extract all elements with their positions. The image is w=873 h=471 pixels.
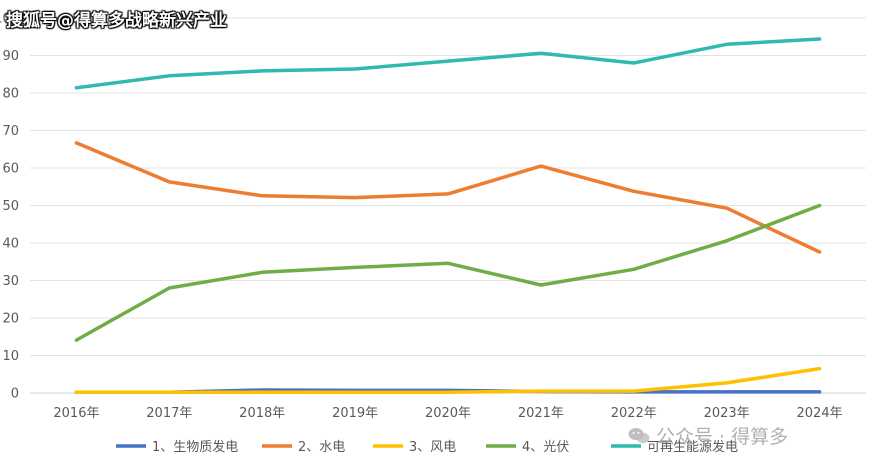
y-tick-label: 40 <box>2 237 19 252</box>
account-watermark: 公众号 · 得算多 <box>628 422 788 449</box>
wechat-icon <box>628 427 650 443</box>
legend: 1、生物质发电 2、水电 3、风电 4、光伏 可再生能源发电 <box>116 439 738 455</box>
x-axis-ticks: 2016年 2017年 2018年 2019年 2020年 2021年 2022年 2023年… <box>53 406 842 421</box>
legend-label: 可再生能源发电 <box>647 439 738 455</box>
y-tick-label: 20 <box>2 312 19 327</box>
y-tick-label: 50 <box>2 199 19 214</box>
y-tick-label: 10 <box>2 349 19 364</box>
x-tick-label: 2023年 <box>704 406 750 421</box>
legend-label: 1、生物质发电 <box>152 439 238 455</box>
legend-label: 3、风电 <box>409 440 456 455</box>
x-tick-label: 2021年 <box>518 406 564 421</box>
series-line <box>74 37 822 90</box>
x-tick-label: 2016年 <box>53 406 99 421</box>
x-tick-label: 2019年 <box>332 406 378 421</box>
y-tick-label: 60 <box>2 162 19 177</box>
series-line <box>74 203 822 342</box>
x-tick-label: 2020年 <box>425 406 471 421</box>
y-tick-label: 30 <box>2 274 19 289</box>
y-axis-ticks: 0 10 20 30 40 50 60 70 80 90 100 <box>0 12 19 402</box>
series-line <box>74 366 822 395</box>
x-tick-label: 2017年 <box>146 406 192 421</box>
legend-label: 2、水电 <box>298 440 345 455</box>
y-tick-label: 80 <box>2 87 19 102</box>
y-tick-label: 0 <box>11 387 19 402</box>
y-tick-label: 100 <box>0 12 19 27</box>
account-watermark-text: 公众号 · 得算多 <box>656 426 789 448</box>
gridlines <box>30 17 866 394</box>
x-tick-label: 2024年 <box>797 406 843 421</box>
x-tick-label: 2018年 <box>239 406 285 421</box>
series-lines <box>74 37 822 395</box>
x-tick-label: 2022年 <box>611 406 657 421</box>
y-tick-label: 90 <box>2 49 19 64</box>
y-tick-label: 70 <box>2 124 19 139</box>
series-line <box>74 141 822 254</box>
legend-label: 4、光伏 <box>522 440 569 455</box>
source-watermark: 搜狐号@得算多战略新兴产业 <box>6 11 227 31</box>
